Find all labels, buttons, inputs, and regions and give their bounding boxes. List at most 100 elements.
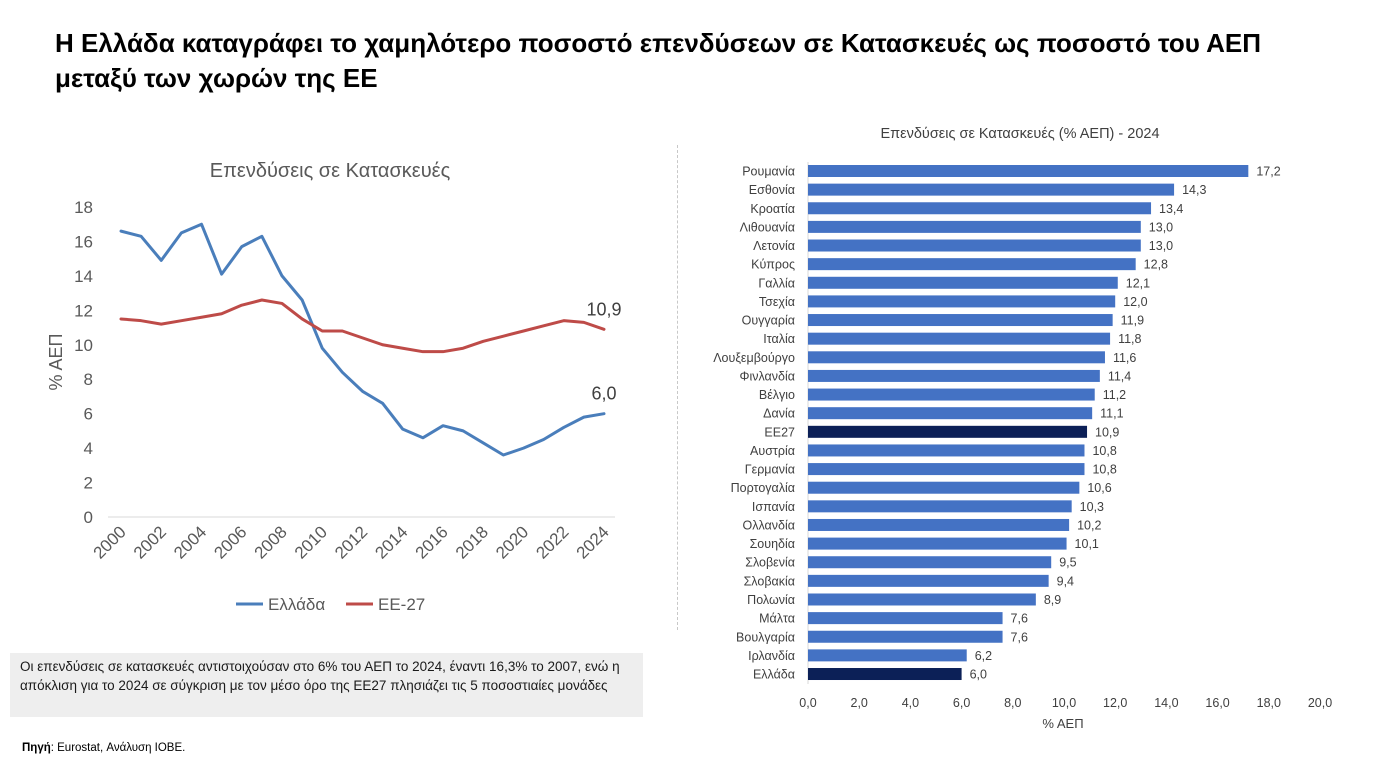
bar-value-label: 9,5 — [1059, 556, 1076, 570]
bar-category-label: Κύπρος — [751, 258, 795, 272]
line-end-label: 10,9 — [586, 299, 621, 319]
bar — [808, 630, 1003, 643]
bar-value-label: 11,4 — [1108, 369, 1131, 383]
bar-chart-x-tick-label: 6,0 — [953, 696, 970, 710]
bar-value-label: 11,1 — [1100, 407, 1123, 421]
bar-chart-x-tick-label: 20,0 — [1308, 696, 1332, 710]
bar-value-label: 11,8 — [1118, 332, 1141, 346]
bar-highlighted — [808, 425, 1088, 438]
bar-chart-x-tick-label: 12,0 — [1103, 696, 1127, 710]
bar-value-label: 13,0 — [1149, 220, 1173, 234]
bar — [808, 351, 1105, 364]
bar-value-label: 10,8 — [1092, 463, 1116, 477]
bar-category-label: Σλοβακία — [744, 574, 795, 588]
bar — [808, 239, 1141, 252]
bar-value-label: 11,2 — [1103, 388, 1126, 402]
bar — [808, 165, 1249, 177]
bar-category-label: Μάλτα — [759, 612, 795, 626]
bar-value-label: 8,9 — [1044, 593, 1061, 607]
bar-value-label: 13,0 — [1149, 239, 1173, 253]
bar — [808, 388, 1095, 401]
line-chart-y-tick-label: 16 — [74, 232, 93, 251]
bar — [808, 407, 1093, 420]
bar-category-label: Γαλλία — [758, 276, 795, 290]
bar-value-label: 10,6 — [1087, 481, 1111, 495]
bar-value-label: 13,4 — [1159, 202, 1183, 216]
bar — [808, 593, 1036, 606]
bar-chart-x-tick-label: 14,0 — [1154, 696, 1178, 710]
bar-value-label: 10,1 — [1075, 537, 1099, 551]
bar-category-label: Κροατία — [750, 202, 795, 216]
line-chart-y-tick-label: 0 — [84, 508, 93, 527]
bar — [808, 276, 1118, 289]
line-chart-y-tick-label: 18 — [74, 198, 93, 217]
bar-category-label: Ιταλία — [763, 332, 795, 346]
bar-value-label: 14,3 — [1182, 183, 1206, 197]
bar-value-label: 6,0 — [970, 668, 987, 682]
bar-category-label: Εσθονία — [749, 183, 795, 197]
bar — [808, 518, 1070, 531]
bar — [808, 500, 1072, 513]
note-box: Οι επενδύσεις σε κατασκευές αντιστοιχούσ… — [10, 653, 643, 717]
bar — [808, 537, 1067, 550]
bar-category-label: Λετονία — [753, 239, 795, 253]
bar-category-label: Λιθουανία — [740, 220, 795, 234]
line-end-label: 6,0 — [591, 384, 616, 404]
note-text: Οι επενδύσεις σε κατασκευές αντιστοιχούσ… — [20, 659, 620, 693]
source-label: Πηγή — [22, 742, 51, 754]
bar-value-label: 12,8 — [1144, 258, 1168, 272]
line-chart-y-tick-label: 6 — [84, 405, 93, 424]
bar-value-label: 9,4 — [1057, 574, 1074, 588]
line-chart-y-tick-label: 2 — [84, 474, 93, 493]
bar-category-label: Φινλανδία — [740, 369, 796, 383]
bar-value-label: 10,8 — [1092, 444, 1116, 458]
bar-chart-x-tick-label: 8,0 — [1004, 696, 1021, 710]
bar — [808, 556, 1052, 569]
bar-category-label: Αυστρία — [750, 444, 795, 458]
bar — [808, 649, 967, 662]
bar-category-label: ΕΕ27 — [764, 425, 795, 439]
bar-chart-x-axis-label: % ΑΕΠ — [1042, 716, 1083, 731]
bar-highlighted — [808, 668, 962, 681]
bar — [808, 463, 1085, 476]
bar-value-label: 7,6 — [1011, 630, 1028, 644]
bar-category-label: Γερμανία — [745, 463, 795, 477]
bar-category-label: Λουξεμβούργο — [713, 351, 795, 365]
legend-label: Ελλάδα — [268, 595, 325, 614]
bar-chart-x-tick-label: 0,0 — [799, 696, 816, 710]
bar-category-label: Ελλάδα — [753, 668, 795, 682]
bar — [808, 295, 1116, 308]
source-note: Πηγή: Eurostat, Ανάλυση ΙΟΒΕ. — [22, 742, 185, 754]
bar-value-label: 10,2 — [1077, 518, 1101, 532]
bar-value-label: 12,0 — [1123, 295, 1147, 309]
bar-category-label: Ολλανδία — [743, 518, 795, 532]
bar — [808, 481, 1080, 494]
bar-category-label: Σουηδία — [750, 537, 795, 551]
source-text: : Eurostat, Ανάλυση ΙΟΒΕ. — [50, 742, 186, 754]
bar — [808, 332, 1111, 345]
bar-category-label: Ισπανία — [752, 500, 795, 514]
bar-category-label: Πορτογαλία — [731, 481, 795, 495]
bar-category-label: Δανία — [763, 407, 795, 421]
bar-chart-x-tick-label: 4,0 — [902, 696, 919, 710]
bar-value-label: 11,9 — [1121, 314, 1144, 328]
bar-value-label: 12,1 — [1126, 276, 1150, 290]
bar-value-label: 10,3 — [1080, 500, 1104, 514]
line-chart-y-axis-label: % ΑΕΠ — [46, 333, 66, 390]
chart-divider — [677, 145, 678, 630]
bar-category-label: Βουλγαρία — [736, 630, 795, 644]
bar — [808, 220, 1141, 233]
bar — [808, 369, 1100, 382]
headline: Η Ελλάδα καταγράφει το χαμηλότερο ποσοστ… — [55, 28, 1262, 93]
bar-category-label: Βέλγιο — [759, 388, 795, 402]
bar-value-label: 6,2 — [975, 649, 992, 663]
bar — [808, 258, 1136, 271]
bar-category-label: Σλοβενία — [745, 556, 795, 570]
line-chart-y-tick-label: 8 — [84, 370, 93, 389]
bar-chart-x-tick-label: 18,0 — [1257, 696, 1281, 710]
bar-category-label: Πολωνία — [747, 593, 795, 607]
bar — [808, 202, 1152, 215]
line-chart-y-tick-label: 4 — [84, 439, 93, 458]
